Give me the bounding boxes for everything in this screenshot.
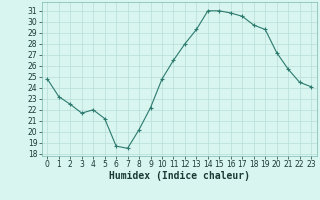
X-axis label: Humidex (Indice chaleur): Humidex (Indice chaleur) [109, 171, 250, 181]
